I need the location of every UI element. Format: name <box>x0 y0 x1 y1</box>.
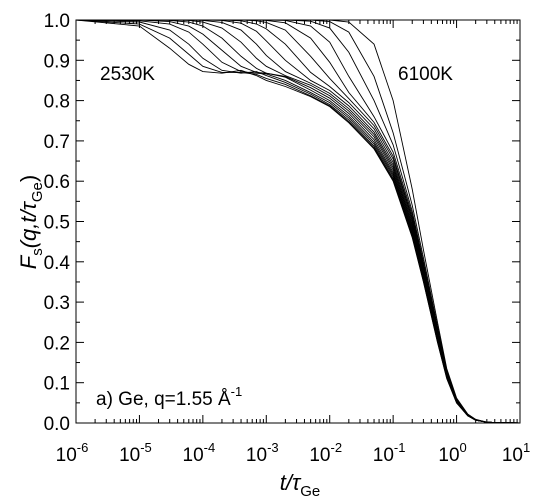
x-tick-label-group: 10-6 10-5 10-4 10-3 10-2 10-1 100 101 <box>56 440 531 466</box>
x-tick-label: 101 <box>502 440 530 466</box>
y-tick-label: 0.4 <box>44 253 71 274</box>
y-tick-label: 0.3 <box>44 293 70 314</box>
x-tick-label: 10-4 <box>183 440 216 466</box>
y-axis-label: Fs(q,t/τGe) <box>16 175 46 269</box>
x-tick-label: 10-5 <box>119 440 152 466</box>
x-tick-label: 100 <box>438 440 466 466</box>
x-tick-label: 10-6 <box>56 440 89 466</box>
y-tick-label: 0.7 <box>44 132 70 153</box>
y-tick-label: 0.2 <box>44 333 70 354</box>
x-tick-label: 10-2 <box>309 440 342 466</box>
y-tick-label: 0.9 <box>44 51 70 72</box>
y-tick-label: 0.1 <box>44 374 70 395</box>
y-tick-label: 0.6 <box>44 172 70 193</box>
annotation-low-temp: 2530K <box>100 64 155 85</box>
x-axis-label: t/τGe <box>280 470 321 500</box>
y-tick-label: 0.0 <box>44 414 70 435</box>
y-tick-label: 0.5 <box>44 213 70 234</box>
y-tick-label-group: 0.0 0.1 0.2 0.3 0.4 0.5 0.6 0.7 0.8 0.9 1.0 <box>44 11 71 435</box>
annotation-high-temp: 6100K <box>398 64 453 85</box>
x-tick-label: 10-3 <box>246 440 279 466</box>
y-tick-label: 1.0 <box>44 11 70 32</box>
y-tick-label: 0.8 <box>44 92 70 113</box>
x-tick-label: 10-1 <box>373 440 406 466</box>
panel-label: a) Ge, q=1.55 Å-1 <box>96 384 242 410</box>
tick-group <box>75 19 521 424</box>
